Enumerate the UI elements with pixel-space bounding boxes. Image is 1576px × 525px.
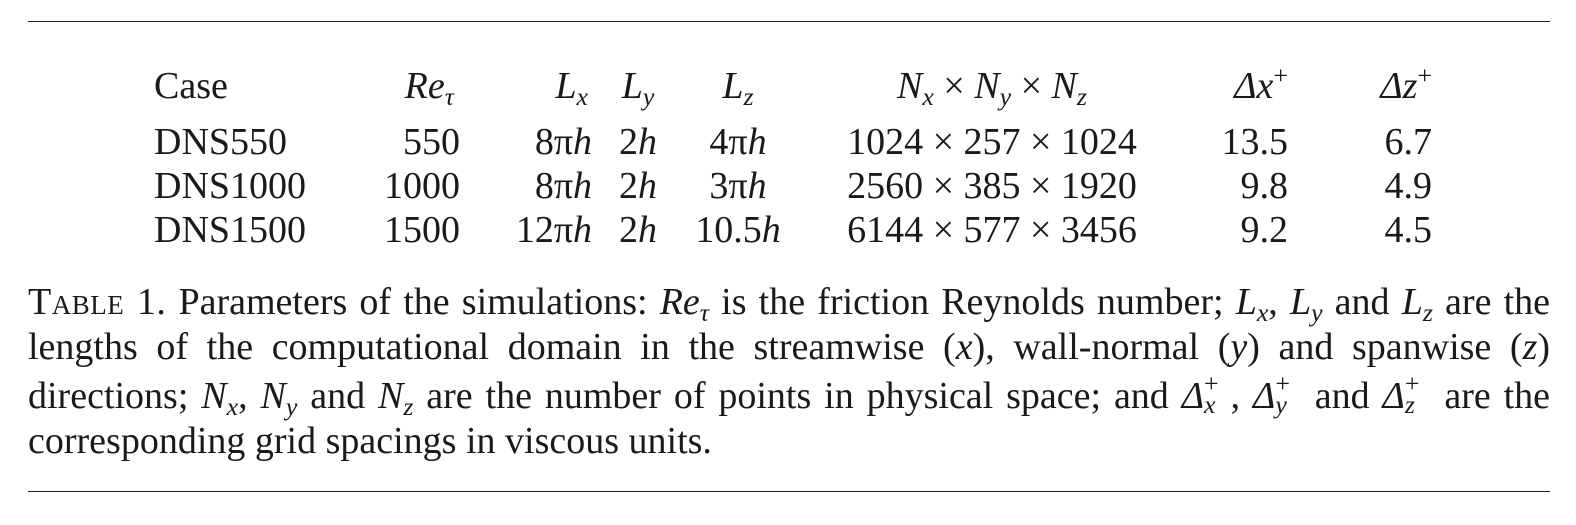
header-dz-plus: Δz+ (1380, 60, 1432, 107)
cell-grid: 2560 × 385 × 1920 (847, 165, 1137, 207)
top-rule (28, 21, 1550, 22)
header-lz: Lz (722, 65, 754, 112)
cell-lz: 10.5h (695, 209, 781, 251)
cell-dz: 4.5 (1384, 209, 1433, 251)
bottom-rule (28, 491, 1550, 492)
table-caption: Table 1. Parameters of the simulations: … (28, 281, 1551, 462)
cell-re: 1000 (384, 165, 460, 207)
header-case: Case (154, 65, 228, 107)
cell-lx: 12πh (515, 209, 592, 251)
cell-grid: 1024 × 257 × 1024 (847, 121, 1137, 163)
cell-re: 1500 (384, 209, 460, 251)
header-grid: Nx × Ny × Nz (897, 65, 1087, 112)
cell-lz: 4πh (709, 121, 767, 163)
cell-lx: 8πh (534, 121, 592, 163)
header-ly: Ly (621, 65, 655, 112)
cell-lz: 3πh (709, 165, 767, 207)
cell-dz: 4.9 (1384, 165, 1433, 207)
cell-lx: 8πh (534, 165, 592, 207)
header-lx: Lx (555, 65, 588, 112)
cell-ly: 2h (619, 121, 657, 163)
caption-label: Table 1. (28, 281, 167, 323)
parameters-table: Case Reτ Lx Ly Lz Nx × Ny × Nz Δx+ Δz+ D… (144, 58, 1432, 252)
cell-dx: 13.5 (1221, 121, 1289, 163)
table-row: DNS550 550 8πh 2h 4πh 1024 × 257 × 1024 … (144, 120, 1432, 164)
cell-ly: 2h (619, 165, 657, 207)
cell-case: DNS1500 (154, 209, 307, 251)
header-re-tau: Reτ (404, 65, 454, 112)
cell-grid: 6144 × 577 × 3456 (847, 209, 1137, 251)
cell-re: 550 (403, 121, 460, 163)
cell-case: DNS1000 (154, 165, 307, 207)
header-dx-plus: Δx+ (1234, 60, 1288, 107)
cell-ly: 2h (619, 209, 657, 251)
table-row: DNS1500 1500 12πh 2h 10.5h 6144 × 577 × … (144, 208, 1432, 252)
cell-dz: 6.7 (1384, 121, 1433, 163)
cell-case: DNS550 (154, 121, 288, 163)
cell-dx: 9.8 (1240, 165, 1289, 207)
cell-dx: 9.2 (1240, 209, 1289, 251)
table-row: DNS1000 1000 8πh 2h 3πh 2560 × 385 × 192… (144, 164, 1432, 208)
table-header-row: Case Reτ Lx Ly Lz Nx × Ny × Nz Δx+ Δz+ (144, 58, 1432, 120)
